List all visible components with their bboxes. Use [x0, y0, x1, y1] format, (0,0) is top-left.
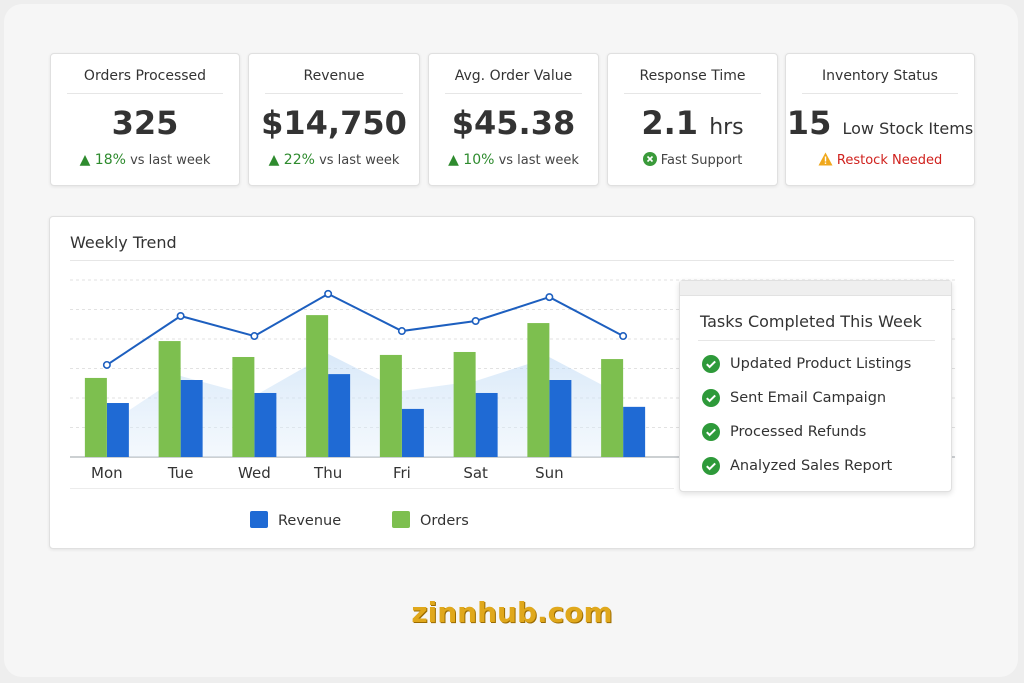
trend-line [106, 292, 624, 366]
check-icon [702, 355, 720, 373]
kpi-title: Avg. Order Value [454, 68, 573, 84]
footer-brand: zinnhub.com [411, 596, 613, 629]
kpi-unit: Low Stock Items [842, 119, 974, 138]
check-icon [702, 423, 720, 441]
kpi-status: Fast Support [660, 153, 743, 168]
trend-point [176, 311, 185, 320]
task-text: Analyzed Sales Report [730, 458, 893, 474]
check-icon [702, 389, 720, 407]
tasks-card: Tasks Completed This Week Updated Produc… [679, 280, 952, 492]
x-tick-label: Fri [393, 464, 411, 482]
tasks-title: Tasks Completed This Week [700, 312, 922, 331]
kpi-delta: 18% [94, 152, 126, 168]
bar [158, 341, 181, 457]
task-text: Processed Refunds [730, 424, 867, 440]
legend-label: Revenue [278, 513, 341, 529]
bar [549, 380, 572, 457]
kpi-card: Revenue $14,750 ▲ 22% vs last week [248, 53, 420, 186]
kpi-card: Inventory Status 15 Low Stock Items Rest… [785, 53, 975, 186]
kpi-delta: 22% [283, 152, 315, 168]
trend-point [397, 327, 406, 336]
trend-point [471, 317, 480, 326]
kpi-unit: hrs [709, 115, 744, 140]
x-tick-label: Sun [535, 464, 564, 482]
bar [106, 403, 129, 457]
legend-label: Orders [420, 513, 469, 529]
x-tick-label: Wed [238, 464, 271, 482]
bar [401, 408, 424, 457]
bar [453, 351, 476, 457]
kpi-title: Orders Processed [83, 68, 207, 84]
x-tick-label: Thu [313, 464, 342, 482]
check-icon [702, 457, 720, 475]
bar [254, 392, 277, 457]
bar [623, 406, 646, 457]
kpi-card: Orders Processed 325 ▲ 18% vs last week [50, 53, 240, 186]
kpi-status: Restock Needed [836, 153, 943, 168]
kpi-title: Revenue [303, 68, 365, 84]
task-text: Updated Product Listings [730, 356, 912, 372]
trend-point [619, 332, 628, 341]
kpi-note: vs last week [498, 153, 579, 168]
kpi-value: $14,750 [261, 104, 407, 142]
task-item: Updated Product Listings [702, 347, 951, 381]
bar [475, 392, 498, 457]
trend-point [545, 293, 554, 302]
kpi-value: $45.38 [451, 104, 576, 142]
bar [180, 380, 203, 457]
x-tick-label: Tue [167, 464, 194, 482]
bar [84, 377, 107, 457]
bar [328, 374, 351, 457]
kpi-title: Inventory Status [822, 68, 938, 84]
bar [527, 323, 550, 457]
task-item: Sent Email Campaign [702, 381, 951, 415]
task-item: Analyzed Sales Report [702, 449, 951, 483]
legend-swatch [392, 511, 410, 528]
bar [601, 359, 624, 457]
kpi-card: Avg. Order Value $45.38 ▲ 10% vs last we… [428, 53, 599, 186]
status-icon [642, 152, 657, 166]
x-tick-label: Sat [463, 464, 488, 482]
bar [379, 354, 402, 457]
kpi-value: 15 [786, 104, 832, 142]
x-tick-label: Mon [91, 464, 123, 482]
kpi-delta: 10% [463, 152, 495, 168]
trend-point [324, 289, 333, 298]
warning-icon [818, 152, 833, 166]
task-text: Sent Email Campaign [730, 390, 887, 406]
kpi-value: 2.1 [641, 104, 699, 142]
kpi-note: vs last week [130, 153, 211, 168]
kpi-card: Response Time 2.1 hrs Fast Support [607, 53, 778, 186]
kpi-note: vs last week [319, 153, 400, 168]
trend-point [250, 332, 259, 341]
bar [306, 315, 329, 457]
kpi-title: Response Time [639, 68, 746, 84]
legend-swatch [250, 511, 268, 528]
bar [232, 356, 255, 457]
task-item: Processed Refunds [702, 415, 951, 449]
kpi-value: 325 [111, 104, 179, 142]
chart-title: Weekly Trend [70, 233, 177, 252]
trend-point [102, 360, 111, 369]
